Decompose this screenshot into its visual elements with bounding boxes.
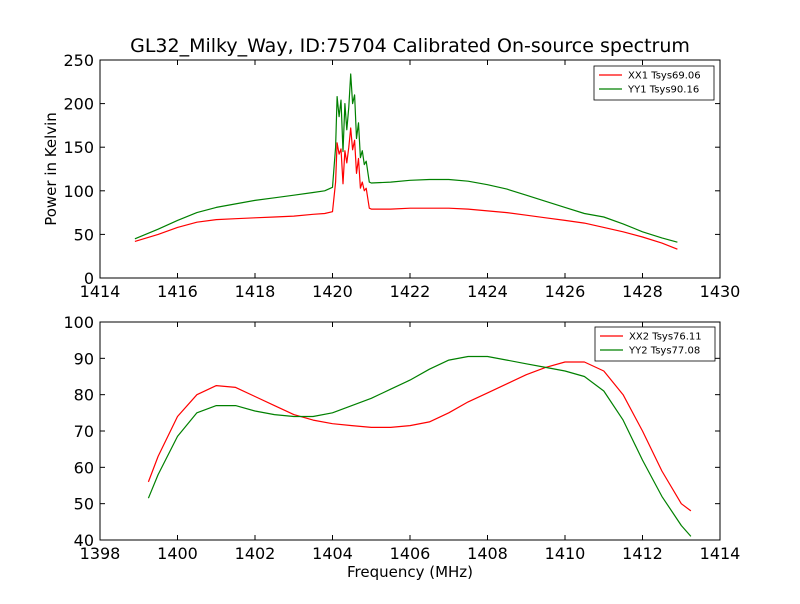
x-tick-label-2-8: 1412 — [622, 544, 663, 563]
legend-label-2-1: XX2 Tsys76.11 — [629, 332, 702, 343]
x-tick-label-1-1: 1414 — [80, 282, 121, 301]
chart-title: GL32_Milky_Way, ID:75704 Calibrated On-s… — [130, 35, 690, 57]
x-tick-label-1-4: 1420 — [312, 282, 353, 301]
series-line-2-2 — [147, 355, 692, 537]
x-tick-label-1-5: 1422 — [390, 282, 431, 301]
legend-label-1-1: XX1 Tsys69.06 — [628, 71, 701, 82]
x-tick-label-1-7: 1426 — [545, 282, 586, 301]
x-tick-label-2-7: 1410 — [545, 544, 586, 563]
y-tick-label-2-6: 90 — [74, 349, 94, 368]
series-line-1-2 — [134, 73, 678, 243]
y-tick-label-1-5: 200 — [63, 95, 94, 114]
x-tick-label-2-5: 1406 — [390, 544, 431, 563]
y-tick-label-2-5: 80 — [74, 386, 94, 405]
plot-1 — [99, 59, 721, 279]
x-tick-label-1-9: 1430 — [700, 282, 741, 301]
y-tick-label-2-4: 70 — [74, 422, 94, 441]
y-tick-label-1-6: 250 — [63, 51, 94, 70]
x-tick-label-1-8: 1428 — [622, 282, 663, 301]
series-line-2-1 — [147, 361, 692, 512]
x-tick-label-1-6: 1424 — [467, 282, 508, 301]
y-tick-label-1-3: 100 — [63, 182, 94, 201]
x-tick-label-2-6: 1408 — [467, 544, 508, 563]
series-line-1-1 — [134, 127, 678, 250]
y-tick-label-1-1: 0 — [84, 269, 94, 288]
y-axis-label: Power in Kelvin — [42, 112, 60, 226]
y-tick-label-2-1: 40 — [74, 531, 94, 550]
x-tick-label-2-3: 1402 — [235, 544, 276, 563]
x-tick-label-2-4: 1404 — [312, 544, 353, 563]
x-tick-label-1-2: 1416 — [157, 282, 198, 301]
legend-label-2-2: YY2 Tsys77.08 — [628, 346, 700, 357]
x-axis-label: Frequency (MHz) — [347, 563, 473, 581]
legend-box-1 — [593, 65, 715, 101]
x-tick-label-2-1: 1398 — [80, 544, 121, 563]
plot-2 — [99, 321, 721, 541]
legend-label-1-2: YY1 Tsys90.16 — [627, 85, 699, 96]
y-tick-label-1-2: 50 — [74, 225, 94, 244]
y-tick-label-2-2: 50 — [74, 495, 94, 514]
y-tick-label-2-3: 60 — [74, 458, 94, 477]
x-tick-label-1-3: 1418 — [235, 282, 276, 301]
y-tick-label-2-7: 100 — [63, 313, 94, 332]
legend-box-2 — [594, 326, 716, 362]
y-tick-label-1-4: 150 — [63, 138, 94, 157]
x-tick-label-2-2: 1400 — [157, 544, 198, 563]
x-tick-label-2-9: 1414 — [700, 544, 741, 563]
